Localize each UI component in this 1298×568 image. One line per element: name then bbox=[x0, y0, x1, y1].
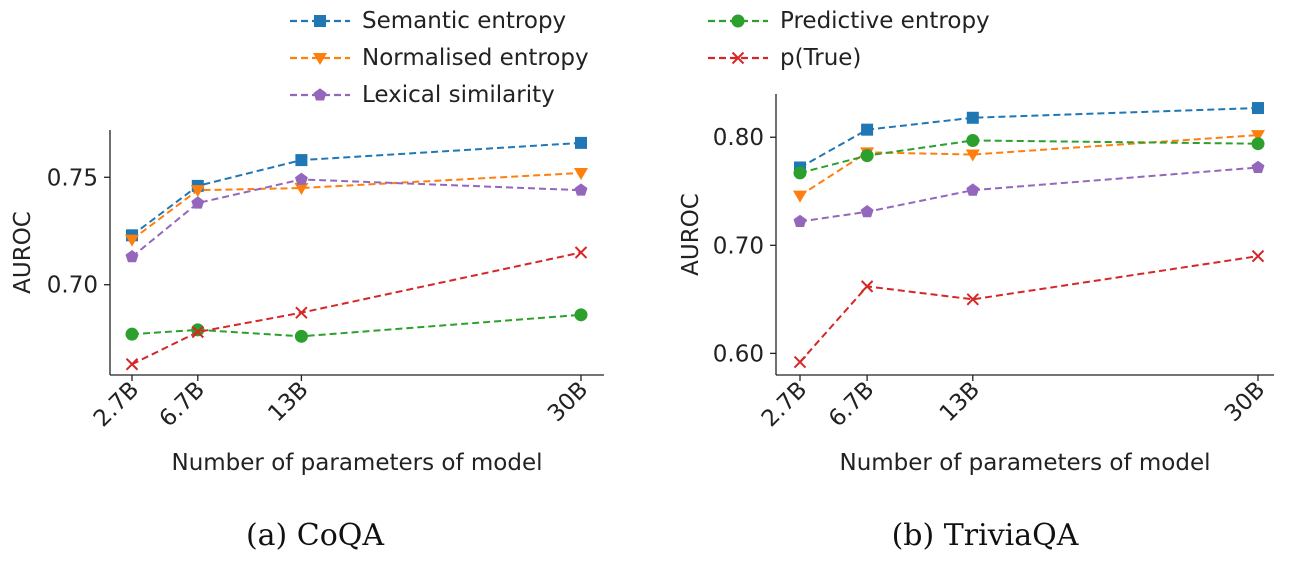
data-point-predictive-entropy bbox=[793, 166, 807, 180]
legend-swatch-predictive-entropy bbox=[708, 14, 768, 28]
series-line-p-true bbox=[799, 255, 1259, 363]
caption-triviaqa: (b) TriviaQA bbox=[891, 518, 1079, 553]
series-line-lexical-similarity bbox=[131, 178, 582, 258]
x-tick-label: 6.7B bbox=[824, 377, 879, 432]
legend-item-normalised-entropy: Normalised entropy bbox=[290, 43, 589, 73]
data-point-predictive-entropy bbox=[1251, 137, 1265, 151]
data-point-p-true bbox=[574, 246, 588, 259]
legend-marker-pentagon-icon bbox=[313, 88, 327, 101]
data-point-lexical-similarity bbox=[574, 183, 588, 196]
y-tick-label: 0.80 bbox=[713, 125, 764, 151]
data-point-predictive-entropy bbox=[966, 133, 980, 147]
series-line-p-true bbox=[131, 251, 582, 366]
legend-label: Predictive entropy bbox=[780, 8, 990, 34]
y-tick-label: 0.70 bbox=[47, 273, 98, 299]
data-point-p-true bbox=[1251, 249, 1265, 263]
data-point-normalised-entropy bbox=[793, 190, 807, 203]
legend-item-p-true: p(True) bbox=[708, 43, 861, 73]
series-p-true bbox=[125, 246, 588, 371]
data-point-lexical-similarity bbox=[125, 250, 139, 263]
legend-marker-circle-icon bbox=[731, 14, 745, 28]
legend-swatch-normalised-entropy bbox=[290, 53, 350, 65]
data-point-lexical-similarity bbox=[294, 172, 308, 185]
data-point-normalised-entropy bbox=[294, 183, 309, 196]
legend-label: Normalised entropy bbox=[362, 45, 589, 71]
data-point-lexical-similarity bbox=[191, 196, 205, 209]
series-semantic-entropy bbox=[794, 102, 1264, 174]
data-point-semantic-entropy bbox=[966, 111, 979, 124]
x-tick-label: 30B bbox=[543, 377, 593, 427]
series-predictive-entropy bbox=[793, 133, 1265, 180]
x-tick-label: 30B bbox=[1220, 377, 1270, 427]
data-point-p-true bbox=[125, 358, 139, 371]
data-point-p-true bbox=[793, 355, 807, 369]
series-lexical-similarity bbox=[125, 172, 588, 263]
series-normalised-entropy bbox=[125, 167, 588, 247]
series-line-semantic-entropy bbox=[799, 107, 1259, 169]
legend-item-predictive-entropy: Predictive entropy bbox=[708, 6, 990, 36]
data-point-predictive-entropy bbox=[574, 308, 588, 322]
chart-triviaqa: 0.60 0.70 0.80 2.7B 6.7B 13B 30B Number of para… bbox=[678, 94, 1274, 476]
series-line-predictive-entropy bbox=[131, 313, 582, 338]
series-lexical-similarity bbox=[793, 160, 1265, 228]
legend-swatch-p-true bbox=[708, 51, 768, 65]
data-point-p-true bbox=[966, 293, 980, 306]
x-tick-label: 13B bbox=[935, 377, 985, 427]
data-point-p-true bbox=[860, 280, 874, 293]
data-point-semantic-entropy bbox=[1252, 102, 1264, 115]
series-line-semantic-entropy bbox=[131, 141, 582, 237]
legend-item-lexical-similarity: Lexical similarity bbox=[290, 80, 555, 110]
series-line-normalised-entropy bbox=[131, 171, 582, 241]
data-point-p-true bbox=[295, 306, 308, 319]
x-axis-title: Number of parameters of model bbox=[840, 450, 1211, 476]
data-point-predictive-entropy bbox=[294, 329, 308, 343]
series-predictive-entropy bbox=[125, 308, 588, 343]
data-point-p-true bbox=[191, 325, 204, 339]
legend-item-semantic-entropy: Semantic entropy bbox=[290, 6, 566, 36]
y-tick-label: 0.75 bbox=[47, 165, 98, 191]
data-point-lexical-similarity bbox=[966, 183, 980, 196]
x-tick-label: 6.7B bbox=[155, 377, 210, 432]
y-axis-title: AUROC bbox=[678, 193, 704, 276]
data-point-predictive-entropy bbox=[860, 149, 874, 163]
series-line-predictive-entropy bbox=[799, 139, 1259, 174]
legend-marker-square-icon bbox=[314, 15, 326, 27]
series-line-normalised-entropy bbox=[799, 134, 1259, 197]
legend: Semantic entropy Normalised entropy Lexi… bbox=[0, 0, 1298, 120]
legend-marker-triangle-down-icon bbox=[313, 53, 327, 65]
data-point-predictive-entropy bbox=[125, 327, 139, 341]
legend-label: p(True) bbox=[780, 45, 862, 71]
data-point-lexical-similarity bbox=[860, 205, 874, 218]
data-point-normalised-entropy bbox=[965, 149, 980, 162]
data-point-normalised-entropy bbox=[1251, 130, 1265, 143]
x-tick-label: 2.7B bbox=[89, 377, 144, 432]
data-point-lexical-similarity bbox=[1251, 160, 1265, 173]
data-point-normalised-entropy bbox=[125, 234, 139, 247]
data-point-lexical-similarity bbox=[793, 214, 807, 228]
data-point-normalised-entropy bbox=[574, 167, 588, 180]
series-line-lexical-similarity bbox=[799, 166, 1259, 223]
caption-coqa: (a) CoQA bbox=[245, 518, 385, 553]
y-tick-label: 0.60 bbox=[713, 341, 764, 367]
data-point-semantic-entropy bbox=[861, 123, 874, 136]
legend-marker-x-icon bbox=[731, 51, 745, 65]
legend-swatch-lexical-similarity bbox=[290, 88, 350, 101]
x-tick-label: 13B bbox=[263, 377, 313, 427]
legend-label: Semantic entropy bbox=[362, 8, 567, 34]
x-axis-title: Number of parameters of model bbox=[172, 450, 543, 476]
legend-swatch-semantic-entropy bbox=[290, 15, 350, 27]
data-point-semantic-entropy bbox=[575, 136, 587, 149]
data-point-normalised-entropy bbox=[190, 185, 205, 198]
y-axis-title: AUROC bbox=[10, 211, 36, 294]
y-tick-label: 0.70 bbox=[713, 233, 764, 259]
x-tick-label: 2.7B bbox=[757, 377, 812, 432]
legend-label: Lexical similarity bbox=[362, 82, 555, 108]
data-point-semantic-entropy bbox=[295, 154, 308, 167]
series-p-true bbox=[793, 249, 1265, 369]
